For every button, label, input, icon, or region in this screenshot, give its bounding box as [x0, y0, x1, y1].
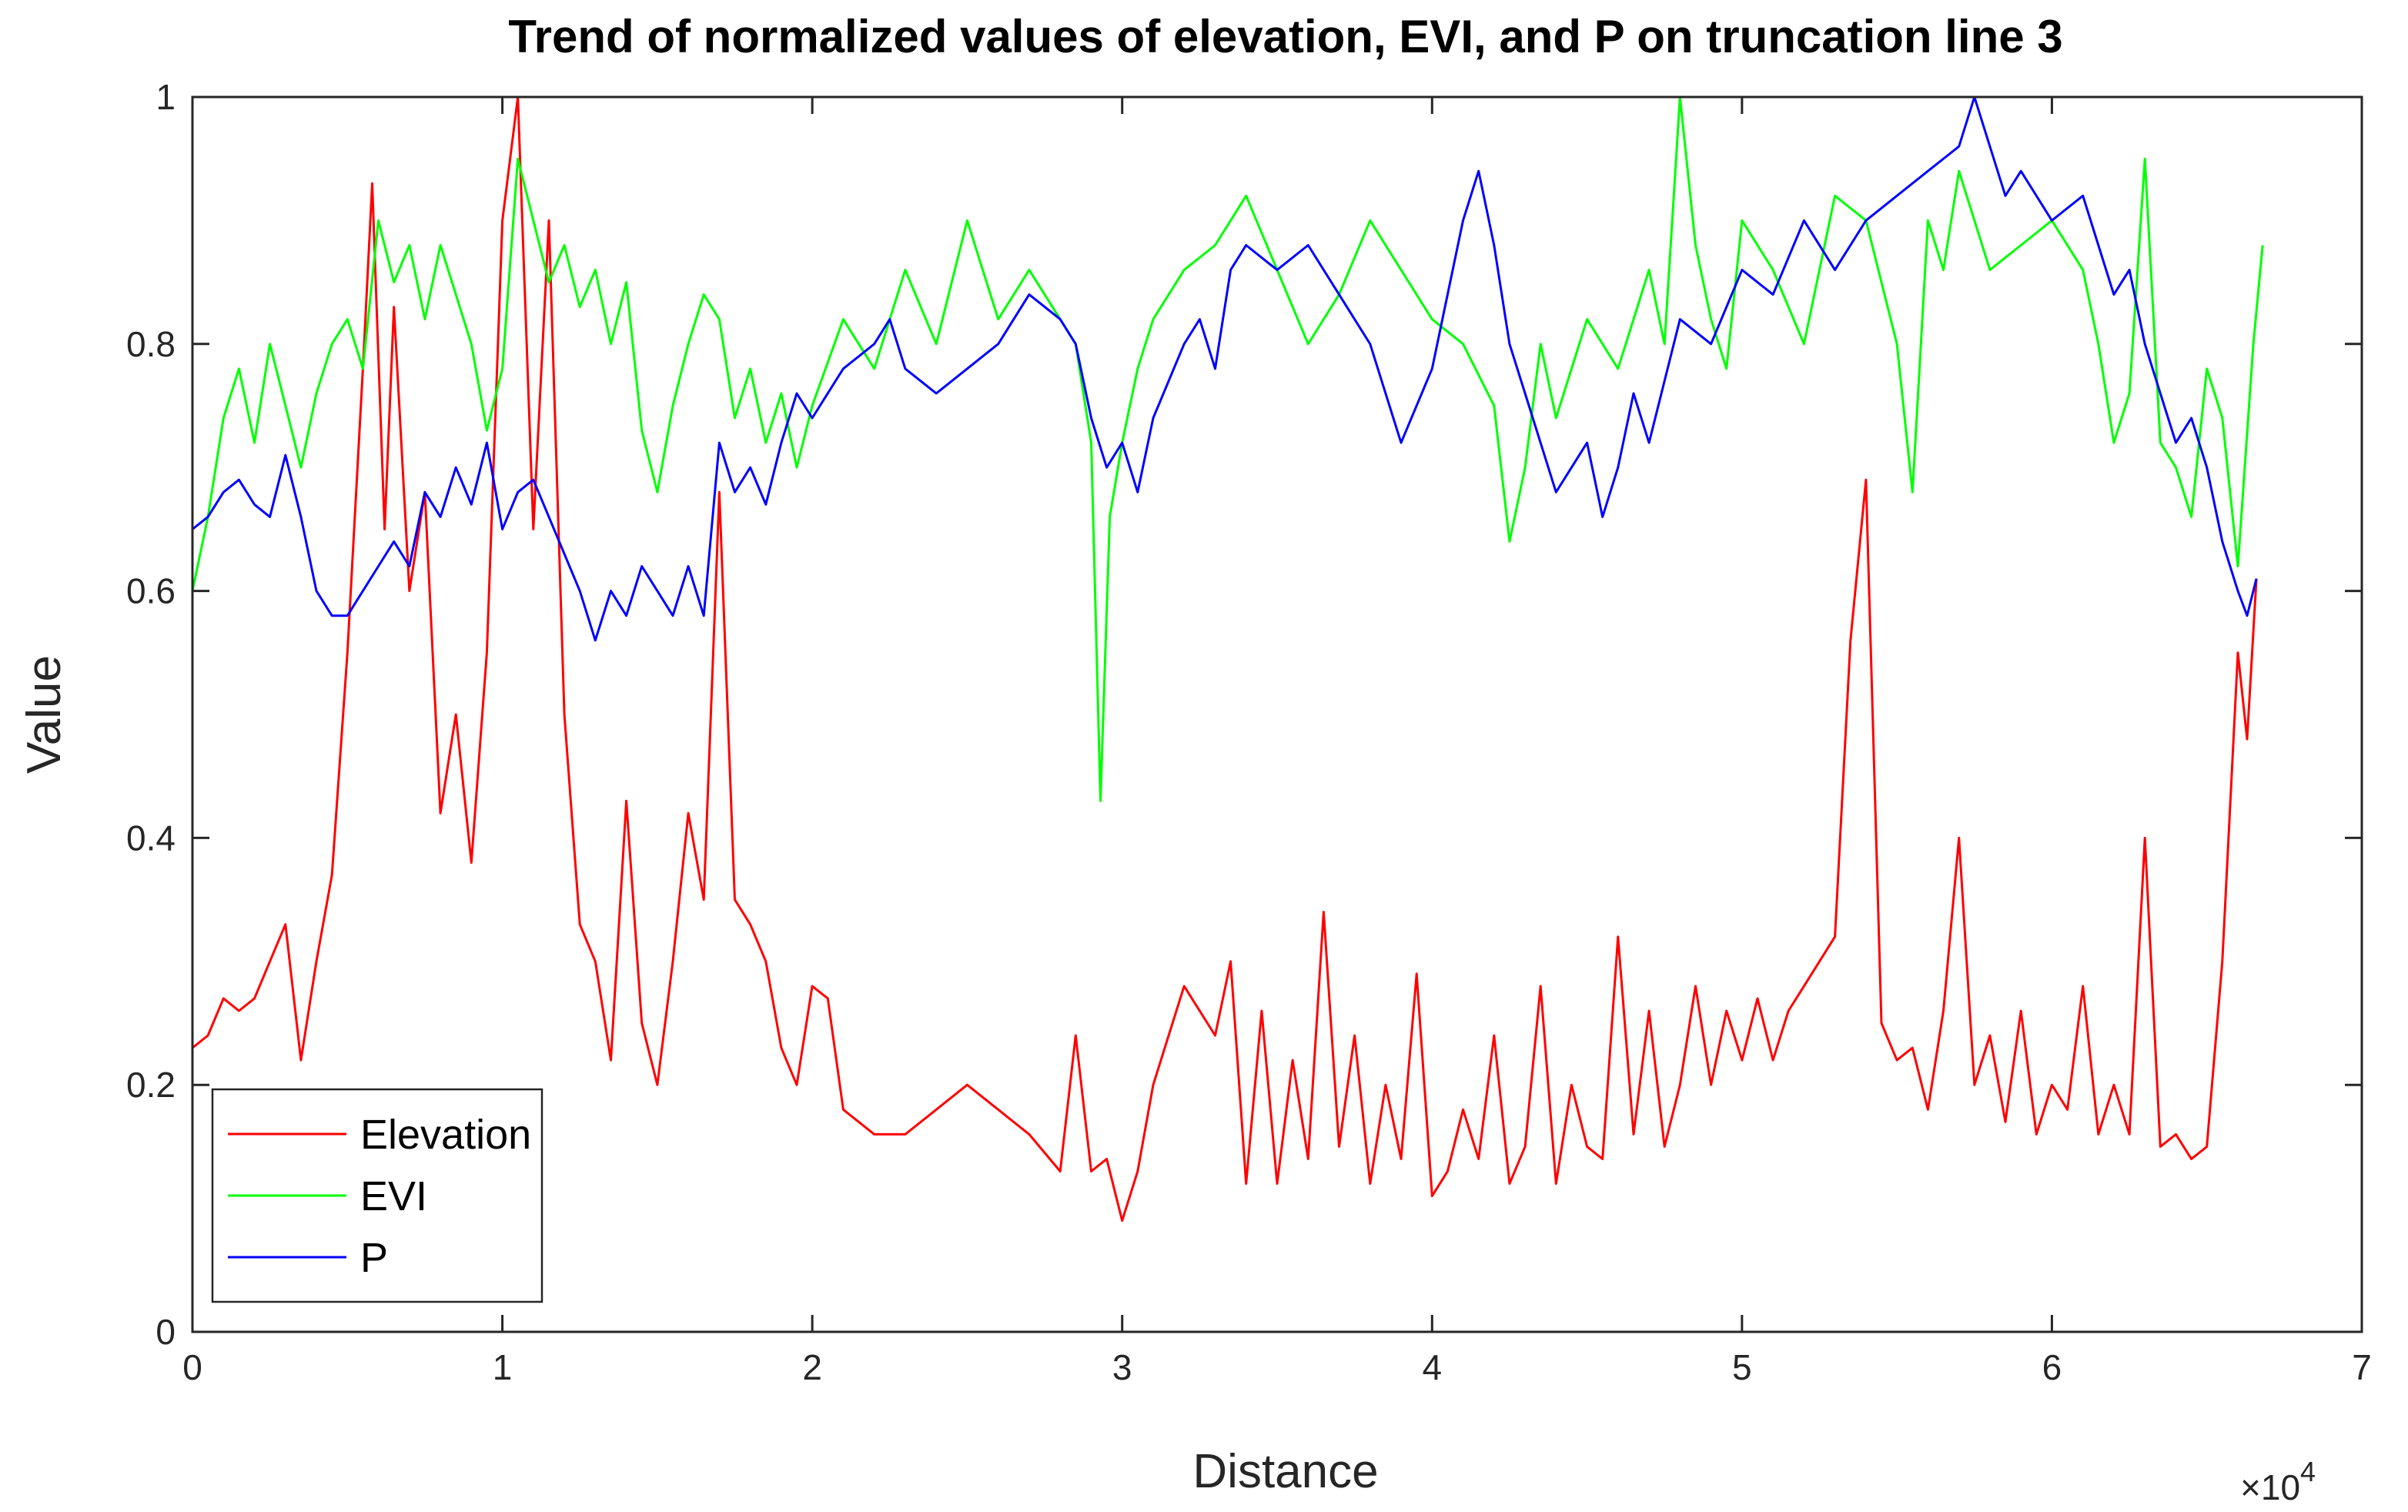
plot-area: [191, 95, 2363, 1333]
x-tick-label: 2: [802, 1347, 822, 1387]
legend-label-evi: EVI: [360, 1173, 427, 1219]
x-axis-label: Distance: [1192, 1445, 1378, 1498]
x-tick-label: 6: [2042, 1347, 2062, 1387]
y-tick-label: 0.6: [126, 571, 176, 611]
x-tick-label: 1: [493, 1347, 513, 1387]
y-tick-label: 0.2: [126, 1065, 176, 1105]
plot-background: [192, 97, 2362, 1332]
x-exponent-power: 4: [2300, 1456, 2316, 1487]
x-exponent-base: ×10: [2240, 1467, 2300, 1507]
x-exponent-label: ×104: [2240, 1456, 2316, 1507]
y-axis-label: Value: [18, 655, 71, 774]
legend: Elevation EVI P: [211, 1088, 543, 1303]
series-line-evi: [191, 95, 2264, 802]
series-layer: [191, 95, 2264, 1223]
series-line-p: [192, 95, 2258, 642]
x-tick-label: 4: [1422, 1347, 1442, 1387]
y-axis-ticks: 0 0.2 0.4 0.6 0.8 1: [126, 77, 2362, 1352]
x-tick-label: 3: [1112, 1347, 1132, 1387]
legend-label-elevation: Elevation: [360, 1112, 531, 1158]
legend-label-p: P: [360, 1235, 388, 1281]
x-tick-label: 5: [1732, 1347, 1752, 1387]
chart-title: Trend of normalized values of elevation,…: [508, 11, 2062, 62]
x-tick-label: 7: [2352, 1347, 2372, 1387]
y-tick-label: 0.4: [126, 818, 176, 858]
y-tick-label: 0: [156, 1312, 176, 1352]
series-line-elevation: [192, 95, 2258, 1223]
y-tick-label: 1: [156, 77, 176, 117]
x-tick-label: 0: [182, 1347, 202, 1387]
x-axis-ticks: 0 1 2 3 4 5 6 7: [182, 97, 2372, 1387]
legend-items: Elevation EVI P: [228, 1112, 531, 1281]
y-tick-label: 0.8: [126, 324, 176, 364]
axes-box: [191, 95, 2363, 1333]
